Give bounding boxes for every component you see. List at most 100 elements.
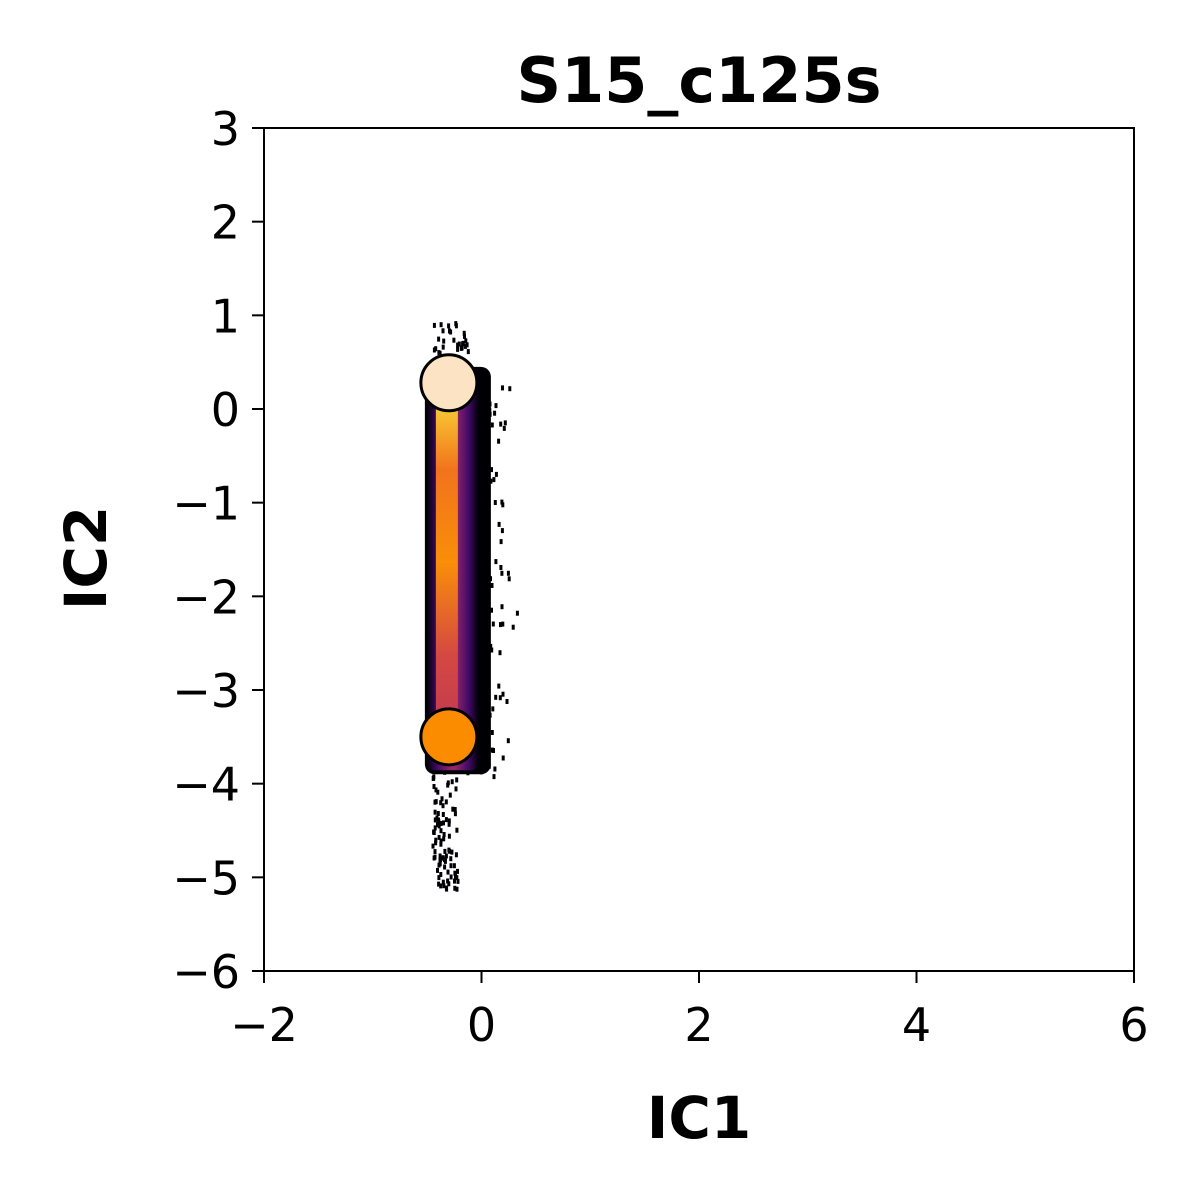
density-speck bbox=[437, 819, 441, 824]
chart-title: S15_c125s bbox=[516, 44, 881, 117]
density-cloud bbox=[424, 321, 519, 892]
density-speck bbox=[447, 847, 451, 853]
density-speck bbox=[443, 864, 447, 870]
density-speck bbox=[463, 333, 466, 339]
density-speck bbox=[436, 867, 439, 873]
density-speck bbox=[499, 421, 503, 427]
density-speck bbox=[454, 321, 458, 327]
y-tick-label: 0 bbox=[211, 383, 240, 437]
density-speck bbox=[444, 853, 448, 859]
density-speck bbox=[437, 834, 441, 840]
density-speck bbox=[434, 787, 438, 793]
density-speck bbox=[500, 570, 504, 576]
density-speck bbox=[447, 323, 451, 329]
density-speck bbox=[515, 610, 519, 616]
density-speck bbox=[434, 799, 438, 805]
density-speck bbox=[448, 792, 452, 798]
density-speck bbox=[438, 853, 442, 859]
density-speck bbox=[497, 438, 501, 444]
density-speck bbox=[433, 849, 437, 855]
density-speck bbox=[439, 800, 443, 806]
density-speck bbox=[446, 869, 450, 875]
density-speck bbox=[456, 868, 459, 874]
density-speck bbox=[455, 875, 459, 881]
x-axis-ticks: −2 0 2 4 6 bbox=[230, 971, 1149, 1052]
density-speck bbox=[493, 410, 497, 416]
density-speck bbox=[465, 342, 469, 348]
y-tick-label: −4 bbox=[172, 758, 240, 812]
density-speck bbox=[446, 878, 450, 884]
y-axis-label: IC2 bbox=[52, 506, 120, 611]
density-speck bbox=[441, 812, 445, 817]
density-speck bbox=[444, 799, 448, 805]
density-speck bbox=[453, 885, 457, 891]
density-speck bbox=[454, 786, 458, 792]
density-speck bbox=[501, 755, 505, 761]
density-speck bbox=[450, 849, 454, 855]
y-tick-label: −2 bbox=[172, 570, 240, 624]
density-speck bbox=[440, 796, 444, 802]
density-speck bbox=[508, 386, 512, 392]
density-speck bbox=[457, 341, 461, 347]
density-speck bbox=[449, 856, 453, 862]
density-speck bbox=[436, 822, 439, 828]
density-speck bbox=[443, 858, 447, 864]
density-speck bbox=[490, 583, 494, 588]
density-speck bbox=[464, 338, 468, 344]
density-speck bbox=[447, 818, 451, 824]
density-speck bbox=[500, 499, 504, 505]
y-tick-label: −6 bbox=[172, 945, 240, 999]
density-speck bbox=[450, 779, 454, 785]
density-speck bbox=[436, 811, 440, 816]
density-speck bbox=[456, 346, 460, 352]
density-speck bbox=[455, 827, 459, 833]
density-speck bbox=[441, 803, 445, 809]
density-speck bbox=[490, 747, 494, 753]
x-tick-label: 6 bbox=[1119, 998, 1148, 1052]
marker-point-2 bbox=[419, 707, 479, 767]
density-speck bbox=[432, 830, 436, 835]
density-speck bbox=[434, 840, 438, 846]
density-speck bbox=[439, 838, 443, 844]
density-speck bbox=[449, 863, 453, 869]
marker-layer bbox=[419, 353, 479, 767]
density-speck bbox=[432, 855, 436, 861]
density-speck bbox=[507, 576, 511, 582]
density-speck bbox=[434, 837, 438, 843]
density-speck bbox=[441, 328, 445, 334]
density-speck bbox=[449, 874, 453, 880]
y-tick-label: −5 bbox=[172, 851, 240, 905]
density-speck bbox=[442, 820, 445, 826]
density-speck bbox=[438, 861, 442, 867]
density-speck bbox=[453, 878, 456, 884]
density-speck bbox=[452, 863, 456, 869]
density-speck bbox=[453, 870, 457, 876]
density-speck bbox=[505, 699, 509, 704]
density-speck bbox=[501, 385, 504, 391]
density-speck bbox=[433, 817, 437, 823]
x-tick-label: −2 bbox=[230, 998, 298, 1052]
density-speck bbox=[441, 344, 445, 350]
density-speck bbox=[442, 832, 446, 837]
density-speck bbox=[456, 878, 460, 884]
density-speck bbox=[501, 691, 505, 697]
density-speck bbox=[437, 881, 441, 887]
density-speck bbox=[433, 809, 437, 815]
density-speck bbox=[439, 828, 443, 834]
density-speck bbox=[501, 502, 505, 508]
density-speck bbox=[441, 879, 445, 885]
density-speck bbox=[439, 322, 443, 328]
density-speck bbox=[431, 775, 435, 781]
density-speck bbox=[497, 521, 501, 527]
density-speck bbox=[439, 821, 443, 826]
y-axis-ticks: −6 −5 −4 −3 −2 −1 0 1 2 3 bbox=[172, 102, 264, 999]
density-speck bbox=[502, 425, 506, 431]
density-speck bbox=[506, 570, 510, 576]
density-speck bbox=[492, 774, 496, 780]
density-speck bbox=[494, 559, 498, 565]
density-speck bbox=[442, 883, 446, 889]
density-speck bbox=[437, 336, 441, 342]
density-speck bbox=[501, 621, 505, 627]
density-speck bbox=[447, 833, 451, 839]
